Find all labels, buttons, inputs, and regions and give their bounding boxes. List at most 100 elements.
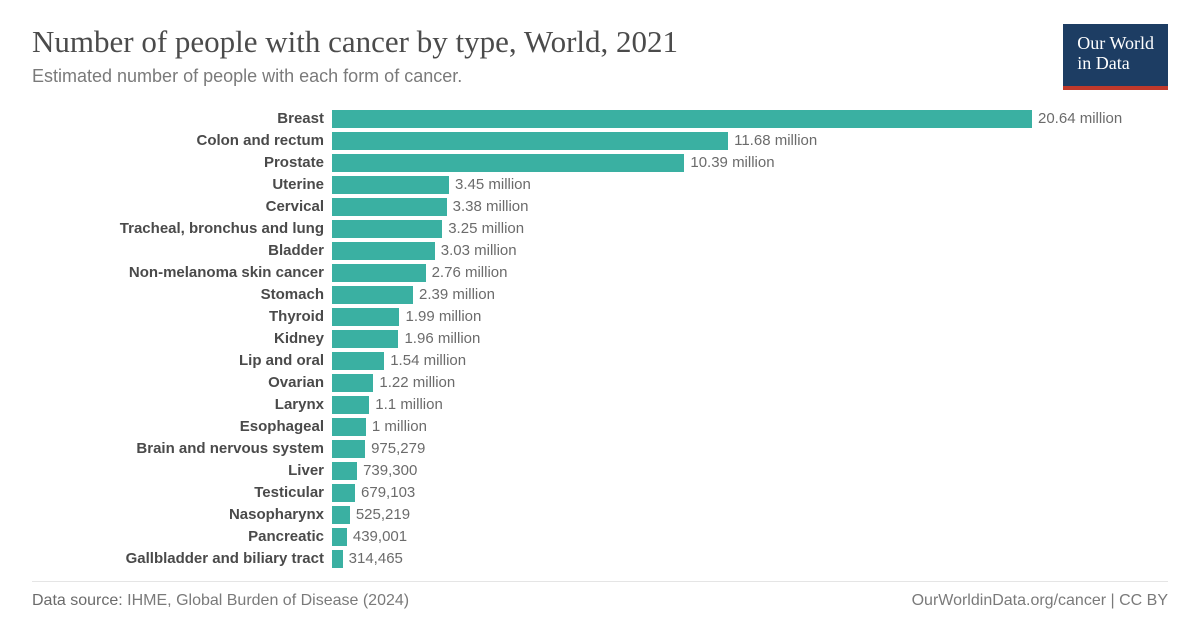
value-label: 1.22 million xyxy=(379,374,455,391)
value-label: 3.25 million xyxy=(448,220,524,237)
value-label: 739,300 xyxy=(363,462,417,479)
value-label: 10.39 million xyxy=(690,154,774,171)
category-label: Esophageal xyxy=(32,418,332,435)
category-label: Thyroid xyxy=(32,308,332,325)
bar xyxy=(332,374,373,392)
bar-row: Uterine 3.45 million xyxy=(32,174,1168,196)
bar-zone: 3.38 million xyxy=(332,198,1168,216)
bar-row: Kidney 1.96 million xyxy=(32,328,1168,350)
value-label: 679,103 xyxy=(361,484,415,501)
value-label: 439,001 xyxy=(353,528,407,545)
bar-zone: 1.1 million xyxy=(332,396,1168,414)
attribution: OurWorldinData.org/cancer | CC BY xyxy=(912,592,1168,610)
chart-subtitle: Estimated number of people with each for… xyxy=(32,66,1063,87)
bar-row: Breast20.64 million xyxy=(32,108,1168,130)
bar-row: Cervical 3.38 million xyxy=(32,196,1168,218)
bar xyxy=(332,352,384,370)
bar xyxy=(332,308,399,326)
bar xyxy=(332,418,366,436)
bar-zone: 1.22 million xyxy=(332,374,1168,392)
bar-chart: Breast20.64 million Colon and rectum 11.68… xyxy=(32,108,1168,575)
bar-row: Liver 739,300 xyxy=(32,460,1168,482)
bar-zone: 975,279 xyxy=(332,440,1168,458)
bar-zone: 739,300 xyxy=(332,462,1168,480)
value-label: 2.39 million xyxy=(419,286,495,303)
bar-zone: 11.68 million xyxy=(332,132,1168,150)
bar-row: Colon and rectum 11.68 million xyxy=(32,130,1168,152)
value-label: 1 million xyxy=(372,418,427,435)
category-label: Nasopharynx xyxy=(32,506,332,523)
bar xyxy=(332,396,369,414)
chart-title: Number of people with cancer by type, Wo… xyxy=(32,24,1063,60)
bar xyxy=(332,528,347,546)
category-label: Bladder xyxy=(32,242,332,259)
bar-row: Testicular 679,103 xyxy=(32,482,1168,504)
bar xyxy=(332,484,355,502)
category-label: Liver xyxy=(32,462,332,479)
category-label: Larynx xyxy=(32,396,332,413)
source-label: Data source: xyxy=(32,592,123,609)
bar-zone: 679,103 xyxy=(332,484,1168,502)
category-label: Non-melanoma skin cancer xyxy=(32,264,332,281)
bar xyxy=(332,286,413,304)
value-label: 1.99 million xyxy=(405,308,481,325)
bar xyxy=(332,242,435,260)
value-label: 314,465 xyxy=(349,550,403,567)
bar-zone: 314,465 xyxy=(332,550,1168,568)
bar-zone: 525,219 xyxy=(332,506,1168,524)
bar-zone: 439,001 xyxy=(332,528,1168,546)
bar xyxy=(332,440,365,458)
bar-row: Gallbladder and biliary tract 314,465 xyxy=(32,548,1168,570)
value-label: 11.68 million xyxy=(734,132,817,149)
category-label: Kidney xyxy=(32,330,332,347)
value-label: 975,279 xyxy=(371,440,425,457)
logo-line-2: in Data xyxy=(1077,54,1154,74)
value-label: 20.64 million xyxy=(1038,110,1122,127)
category-label: Uterine xyxy=(32,176,332,193)
category-label: Lip and oral xyxy=(32,352,332,369)
bar xyxy=(332,264,426,282)
bar xyxy=(332,176,449,194)
category-label: Stomach xyxy=(32,286,332,303)
bar-row: Ovarian 1.22 million xyxy=(32,372,1168,394)
value-label: 1.1 million xyxy=(375,396,443,413)
bar-zone: 1 million xyxy=(332,418,1168,436)
bar-row: Esophageal 1 million xyxy=(32,416,1168,438)
source-value: IHME, Global Burden of Disease (2024) xyxy=(127,592,409,609)
value-label: 3.45 million xyxy=(455,176,531,193)
bar-zone: 1.99 million xyxy=(332,308,1168,326)
bar xyxy=(332,330,398,348)
bar xyxy=(332,462,357,480)
bar xyxy=(332,198,447,216)
category-label: Brain and nervous system xyxy=(32,440,332,457)
value-label: 3.38 million xyxy=(453,198,529,215)
page: Number of people with cancer by type, Wo… xyxy=(0,0,1200,628)
bar-zone: 1.54 million xyxy=(332,352,1168,370)
titles: Number of people with cancer by type, Wo… xyxy=(32,24,1063,87)
category-label: Cervical xyxy=(32,198,332,215)
header: Number of people with cancer by type, Wo… xyxy=(32,24,1168,90)
bar-row: Lip and oral1.54 million xyxy=(32,350,1168,372)
bar-zone: 1.96 million xyxy=(332,330,1168,348)
bar-zone: 10.39 million xyxy=(332,154,1168,172)
category-label: Ovarian xyxy=(32,374,332,391)
category-label: Gallbladder and biliary tract xyxy=(32,550,332,567)
bar-row: Pancreatic439,001 xyxy=(32,526,1168,548)
category-label: Colon and rectum xyxy=(32,132,332,149)
bar-row: Tracheal, bronchus and lung 3.25 million xyxy=(32,218,1168,240)
bar-row: Bladder 3.03 million xyxy=(32,240,1168,262)
bar-row: Brain and nervous system 975,279 xyxy=(32,438,1168,460)
category-label: Tracheal, bronchus and lung xyxy=(32,220,332,237)
bar-row: Nasopharynx525,219 xyxy=(32,504,1168,526)
bar-row: Thyroid 1.99 million xyxy=(32,306,1168,328)
value-label: 1.96 million xyxy=(404,330,480,347)
bar xyxy=(332,220,442,238)
bar-zone: 3.03 million xyxy=(332,242,1168,260)
bar xyxy=(332,154,684,172)
category-label: Prostate xyxy=(32,154,332,171)
source: Data source: IHME, Global Burden of Dise… xyxy=(32,592,409,610)
value-label: 3.03 million xyxy=(441,242,517,259)
category-label: Testicular xyxy=(32,484,332,501)
bar-zone: 3.45 million xyxy=(332,176,1168,194)
bar-row: Non-melanoma skin cancer2.76 million xyxy=(32,262,1168,284)
